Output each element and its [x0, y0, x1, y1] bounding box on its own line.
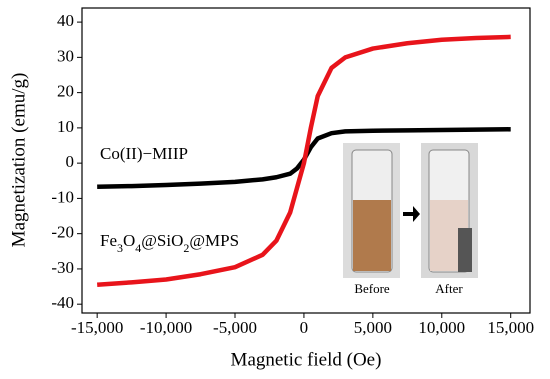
x-tick-label: 5,000 — [354, 318, 392, 337]
y-tick-label: 10 — [57, 117, 74, 136]
y-tick-label: -30 — [51, 258, 74, 277]
plot-frame — [81, 7, 531, 314]
series-label: Co(II)−MIIP — [100, 144, 188, 163]
x-tick-label: -10,000 — [140, 318, 192, 337]
x-axis-label: Magnetic field (Oe) — [231, 349, 382, 370]
y-tick-label: 20 — [57, 82, 74, 101]
inset-photo: Before After — [343, 143, 478, 296]
series-line — [97, 34, 511, 288]
x-tick-label: 10,000 — [418, 318, 465, 337]
y-tick-label: 30 — [57, 46, 74, 65]
y-tick-label: -40 — [51, 293, 74, 312]
before-label: Before — [354, 281, 390, 296]
y-axis-label: Magnetization (emu/g) — [8, 73, 29, 248]
y-tick-label: 0 — [66, 152, 75, 171]
y-tick-label: 40 — [57, 11, 74, 30]
x-tick-label: -5,000 — [213, 318, 257, 337]
x-tick-label: -15,000 — [71, 318, 123, 337]
arrow — [403, 206, 420, 222]
x-tick-label: 0 — [300, 318, 309, 337]
y-tick-label: -10 — [51, 187, 74, 206]
after-label: After — [435, 281, 463, 296]
vial-before-liquid — [353, 200, 391, 271]
series-label: Fe3O4@SiO2@MPS — [100, 231, 239, 255]
x-tick-label: 15,000 — [487, 318, 534, 337]
magnet — [458, 228, 472, 272]
y-tick-label: -20 — [51, 223, 74, 242]
